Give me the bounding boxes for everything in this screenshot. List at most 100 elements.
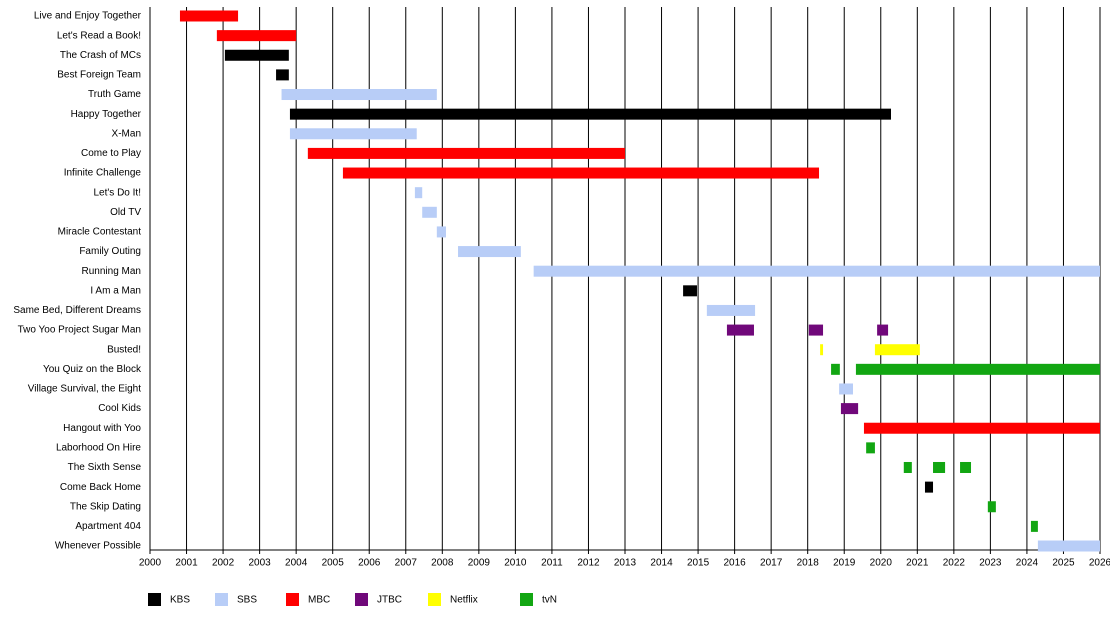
y-tick-label: Let's Do It! xyxy=(94,187,142,198)
y-tick-label: The Crash of MCs xyxy=(60,50,141,61)
bar xyxy=(436,226,446,238)
bar xyxy=(414,187,423,199)
legend-label: tvN xyxy=(542,595,557,606)
legend-swatch xyxy=(428,593,441,606)
y-tick-label: Busted! xyxy=(107,344,141,355)
bar xyxy=(866,442,875,454)
bar xyxy=(1037,540,1100,552)
y-tick-label: Hangout with Yoo xyxy=(63,423,141,434)
x-tick-label: 2000 xyxy=(139,558,162,569)
y-tick-label: Come Back Home xyxy=(60,482,142,493)
bar xyxy=(903,461,912,473)
bar xyxy=(924,481,934,493)
x-tick-label: 2006 xyxy=(358,558,381,569)
legend-label: JTBC xyxy=(377,595,402,606)
bar xyxy=(458,246,521,258)
x-tick-label: 2023 xyxy=(979,558,1002,569)
x-tick-label: 2021 xyxy=(906,558,929,569)
x-tick-label: 2011 xyxy=(541,558,563,569)
y-tick-label: Same Bed, Different Dreams xyxy=(13,305,141,316)
y-tick-label: You Quiz on the Block xyxy=(43,364,142,375)
y-tick-label: Miracle Contestant xyxy=(58,227,142,238)
bar xyxy=(1030,520,1038,532)
bar xyxy=(933,461,946,473)
y-tick-label: Two Yoo Project Sugar Man xyxy=(18,325,141,336)
legend-label: KBS xyxy=(170,595,190,606)
bar xyxy=(216,30,297,42)
y-tick-label: I Am a Man xyxy=(90,285,141,296)
y-tick-label: Best Foreign Team xyxy=(57,70,141,81)
bar xyxy=(987,501,996,513)
x-tick-label: 2002 xyxy=(212,558,235,569)
y-tick-label: Cool Kids xyxy=(98,403,141,414)
bar xyxy=(706,304,756,316)
bar xyxy=(808,324,824,336)
x-tick-label: 2018 xyxy=(797,558,820,569)
legend-swatch xyxy=(148,593,161,606)
bar xyxy=(874,344,920,356)
bar xyxy=(533,265,1100,277)
legend-swatch xyxy=(286,593,299,606)
x-tick-label: 2019 xyxy=(833,558,856,569)
bar xyxy=(960,461,972,473)
x-tick-label: 2003 xyxy=(248,558,271,569)
x-tick-label: 2010 xyxy=(504,558,527,569)
bar xyxy=(855,363,1100,375)
legend-swatch xyxy=(215,593,228,606)
legend-swatch xyxy=(355,593,368,606)
bar xyxy=(289,108,891,120)
bar xyxy=(839,383,853,395)
bar xyxy=(831,363,840,375)
legend-label: Netflix xyxy=(450,595,478,606)
bar xyxy=(877,324,889,336)
x-tick-label: 2012 xyxy=(577,558,600,569)
bar xyxy=(224,49,289,61)
bar xyxy=(307,147,625,159)
bar xyxy=(289,128,417,140)
y-tick-label: Let's Read a Book! xyxy=(57,30,141,41)
x-tick-label: 2016 xyxy=(723,558,746,569)
legend-swatch xyxy=(520,593,533,606)
y-tick-label: X-Man xyxy=(112,128,141,139)
x-tick-label: 2014 xyxy=(650,558,673,569)
y-tick-label: Old TV xyxy=(110,207,141,218)
y-tick-label: Come to Play xyxy=(81,148,141,159)
x-tick-label: 2001 xyxy=(175,558,198,569)
x-tick-label: 2008 xyxy=(431,558,454,569)
x-tick-label: 2013 xyxy=(614,558,637,569)
y-tick-label: Running Man xyxy=(82,266,141,277)
x-tick-label: 2017 xyxy=(760,558,783,569)
y-tick-label: Laborhood On Hire xyxy=(56,443,141,454)
y-tick-label: The Sixth Sense xyxy=(68,462,142,473)
x-tick-label: 2022 xyxy=(943,558,966,569)
bar xyxy=(281,89,437,101)
bar xyxy=(179,10,239,22)
x-tick-label: 2015 xyxy=(687,558,710,569)
x-tick-label: 2026 xyxy=(1089,558,1110,569)
y-tick-label: Happy Together xyxy=(71,109,142,120)
y-tick-label: Truth Game xyxy=(88,89,141,100)
bar xyxy=(863,422,1100,434)
y-tick-label: Apartment 404 xyxy=(75,521,141,532)
y-tick-label: Live and Enjoy Together xyxy=(34,11,142,22)
x-tick-label: 2025 xyxy=(1052,558,1075,569)
bar xyxy=(422,206,437,218)
x-tick-label: 2020 xyxy=(870,558,893,569)
x-tick-label: 2004 xyxy=(285,558,308,569)
bar xyxy=(276,69,289,81)
y-tick-label: The Skip Dating xyxy=(70,501,141,512)
x-tick-label: 2005 xyxy=(322,558,345,569)
x-tick-label: 2024 xyxy=(1016,558,1039,569)
legend-label: MBC xyxy=(308,595,330,606)
y-tick-label: Village Survival, the Eight xyxy=(28,384,141,395)
y-tick-label: Infinite Challenge xyxy=(64,168,142,179)
x-tick-label: 2007 xyxy=(395,558,418,569)
bar xyxy=(840,403,859,415)
bar xyxy=(342,167,820,179)
legend-label: SBS xyxy=(237,595,257,606)
y-tick-label: Whenever Possible xyxy=(55,541,142,552)
bar xyxy=(820,344,824,356)
x-tick-label: 2009 xyxy=(468,558,491,569)
bar xyxy=(683,285,697,297)
